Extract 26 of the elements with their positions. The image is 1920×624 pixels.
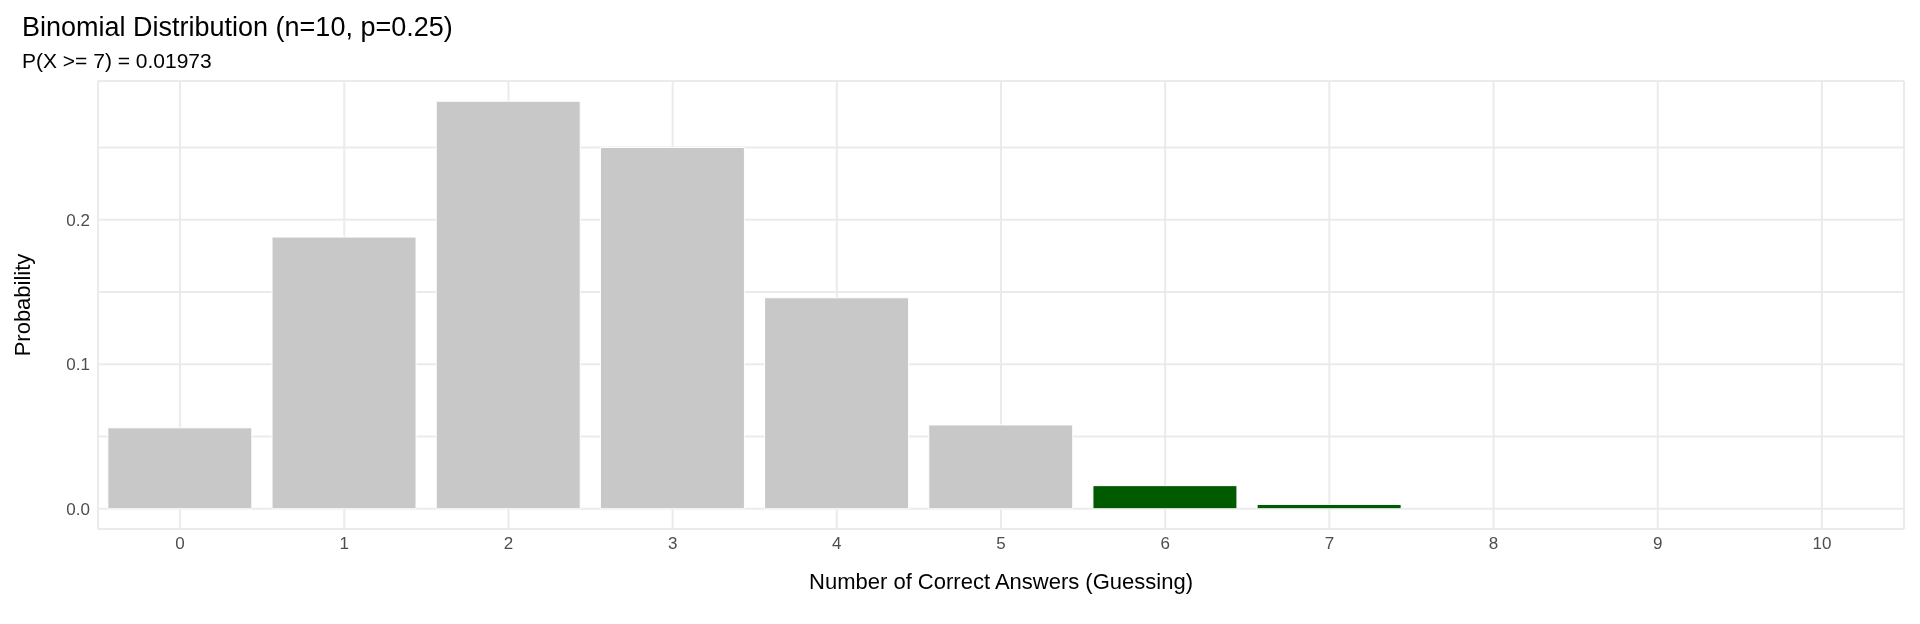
bar xyxy=(107,427,253,510)
bar xyxy=(435,100,581,510)
x-tick-label: 10 xyxy=(1812,534,1832,554)
bar xyxy=(928,424,1074,510)
bar xyxy=(599,146,745,510)
x-tick-label: 5 xyxy=(996,534,1006,554)
x-tick-label: 2 xyxy=(503,534,514,554)
x-tick-label: 9 xyxy=(1652,534,1663,554)
chart-title: Binomial Distribution (n=10, p=0.25) xyxy=(22,12,454,43)
bar xyxy=(1256,503,1402,510)
x-tick-label: 8 xyxy=(1488,534,1499,554)
x-tick-label: 1 xyxy=(339,534,350,554)
y-tick-label: 0.0 xyxy=(66,499,90,519)
bar xyxy=(1092,485,1238,510)
x-tick-label: 0 xyxy=(175,534,185,554)
chart-subtitle: P(X >= 7) = 0.01973 xyxy=(22,49,213,73)
x-axis-title: Number of Correct Answers (Guessing) xyxy=(809,569,1193,594)
bar xyxy=(764,297,910,510)
y-tick-label: 0.2 xyxy=(66,210,90,230)
x-tick-label: 4 xyxy=(832,534,842,554)
y-axis-title: Probability xyxy=(9,253,35,357)
bar xyxy=(271,236,417,510)
x-tick-label: 7 xyxy=(1324,534,1335,554)
x-tick-label: 6 xyxy=(1160,534,1170,554)
y-tick-label: 0.1 xyxy=(66,355,90,375)
x-tick-label: 3 xyxy=(667,534,678,554)
